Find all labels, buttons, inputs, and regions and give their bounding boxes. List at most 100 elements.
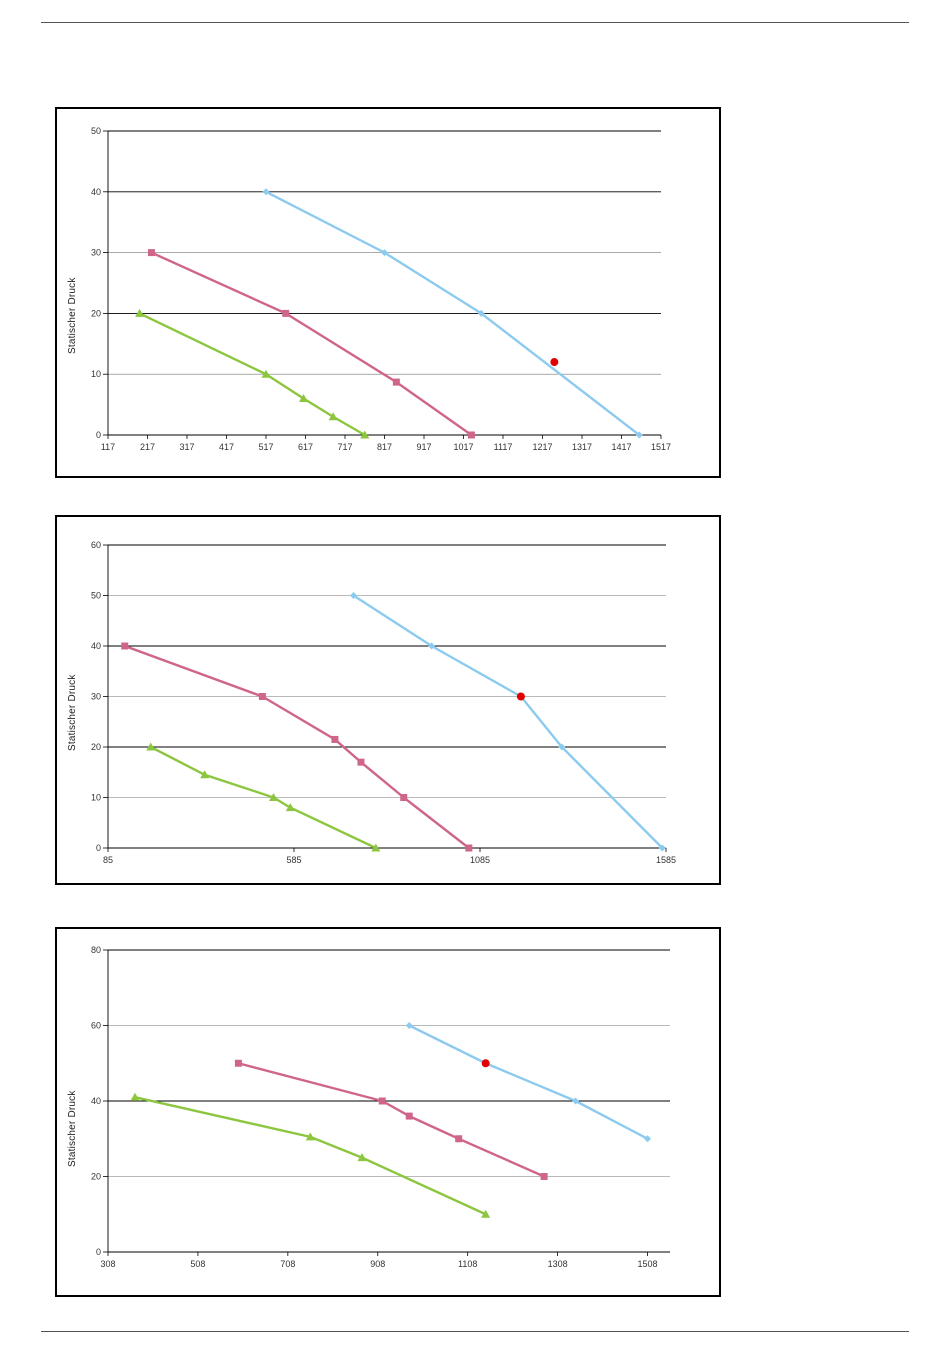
x-tick-label: 1585	[656, 855, 676, 865]
series-line-blue	[352, 594, 664, 849]
chart-plot: 0 10 20 30 40 50 117 217 317 417 517 617 717 817 917 10…	[91, 126, 671, 452]
series-line-pink	[124, 644, 470, 849]
x-tick-label: 1508	[638, 1259, 658, 1269]
operating-point-marker	[550, 358, 559, 367]
data-point-green	[261, 369, 271, 378]
y-tick-label: 40	[91, 641, 101, 651]
data-point-pink	[400, 794, 408, 801]
data-point-blue	[350, 592, 358, 599]
x-tick-label: 508	[190, 1259, 205, 1269]
data-point-blue	[477, 309, 485, 317]
header-rule	[41, 22, 909, 23]
x-tick-label: 917	[416, 442, 431, 452]
y-tick-label: 20	[91, 308, 101, 318]
chart-plot: 0 20 40 60 80 308 508 708 908 1108 1308 1508	[91, 945, 670, 1269]
series-line-blue	[408, 1024, 649, 1140]
data-point-green	[305, 1132, 315, 1141]
y-tick-label: 10	[91, 369, 101, 379]
y-tick-label: 0	[96, 843, 101, 853]
y-tick-label: 30	[91, 692, 101, 702]
series-line-pink	[238, 1062, 545, 1178]
data-point-pink	[258, 693, 266, 700]
x-tick-label: 817	[377, 442, 392, 452]
data-point-blue	[558, 743, 566, 751]
data-point-pink	[234, 1059, 242, 1067]
y-tick-label: 60	[91, 1021, 101, 1031]
x-tick-label: 908	[370, 1259, 385, 1269]
x-tick-label: 585	[286, 855, 301, 865]
data-point-green	[360, 430, 370, 439]
x-tick-label: 1017	[453, 442, 473, 452]
y-axis-label: Statischer Druck	[67, 277, 78, 354]
data-point-blue	[658, 844, 666, 852]
x-tick-label: 708	[280, 1259, 295, 1269]
data-point-green	[269, 793, 279, 801]
x-tick-label: 217	[140, 442, 155, 452]
data-point-blue	[405, 1022, 413, 1029]
data-point-pink	[331, 735, 339, 743]
fan-curve-chart-1: 0 10 20 30 40 50 117 217 317 417 517 617 717 817 917 10…	[55, 107, 721, 478]
x-tick-label: 1517	[651, 442, 671, 452]
fan-curve-chart-3: 0 20 40 60 80 308 508 708 908 1108 1308 1508 Statis…	[55, 927, 721, 1297]
data-point-pink	[392, 378, 400, 386]
data-point-green	[130, 1092, 140, 1101]
data-point-green	[146, 742, 156, 751]
x-tick-label: 1317	[572, 442, 592, 452]
x-tick-label: 517	[258, 442, 273, 452]
x-tick-label: 308	[100, 1259, 115, 1269]
data-point-pink	[465, 844, 473, 852]
x-tick-label: 117	[101, 442, 115, 452]
data-point-blue	[262, 188, 270, 196]
data-point-green	[135, 308, 145, 317]
data-point-green	[328, 412, 338, 421]
y-tick-label: 40	[91, 187, 101, 197]
y-axis-label: Statischer Druck	[67, 674, 78, 751]
y-tick-label: 20	[91, 1172, 101, 1182]
y-tick-label: 20	[91, 742, 101, 752]
data-point-pink	[282, 309, 290, 317]
x-tick-label: 85	[103, 855, 113, 865]
data-point-blue	[381, 249, 388, 257]
x-tick-label: 1308	[548, 1259, 568, 1269]
y-tick-label: 40	[91, 1096, 101, 1106]
x-tick-label: 317	[179, 442, 194, 452]
data-point-pink	[378, 1097, 386, 1105]
data-point-green	[371, 843, 381, 852]
data-point-green	[357, 1153, 367, 1162]
data-point-pink	[467, 431, 475, 439]
data-point-blue	[428, 642, 436, 650]
data-point-green	[481, 1209, 491, 1218]
data-point-blue	[635, 431, 643, 439]
data-point-blue	[572, 1097, 580, 1105]
y-tick-label: 60	[91, 540, 101, 550]
y-tick-label: 30	[91, 248, 101, 258]
data-point-pink	[357, 758, 365, 766]
series-line-green	[134, 1096, 487, 1216]
x-tick-label: 1417	[611, 442, 631, 452]
data-point-green	[299, 394, 309, 403]
y-axis-label: Statischer Druck	[67, 1090, 78, 1167]
y-tick-label: 80	[91, 945, 101, 955]
data-point-pink	[121, 642, 129, 650]
x-tick-label: 717	[337, 442, 352, 452]
data-point-green	[285, 803, 295, 812]
fan-curve-chart-2: 0 10 20 30 40 50 60 85 585 1085 1585 Statischer Dr…	[55, 515, 721, 885]
x-tick-label: 1117	[494, 442, 513, 452]
data-point-pink	[147, 249, 155, 257]
series-line-blue	[265, 190, 641, 436]
x-tick-label: 1108	[458, 1259, 477, 1269]
data-point-pink	[405, 1112, 413, 1120]
x-tick-label: 1085	[470, 855, 490, 865]
y-tick-label: 0	[96, 1247, 101, 1257]
y-tick-label: 0	[96, 430, 101, 440]
data-point-green	[200, 770, 210, 779]
footer-rule	[41, 1331, 909, 1332]
y-tick-label: 10	[91, 793, 101, 803]
x-tick-label: 1217	[532, 442, 552, 452]
operating-point-marker	[516, 692, 525, 701]
chart-plot: 0 10 20 30 40 50 60 85 585 1085 1585	[91, 540, 676, 865]
operating-point-marker	[481, 1059, 490, 1068]
x-tick-label: 617	[298, 442, 313, 452]
data-point-pink	[540, 1173, 548, 1180]
data-point-pink	[455, 1135, 463, 1143]
